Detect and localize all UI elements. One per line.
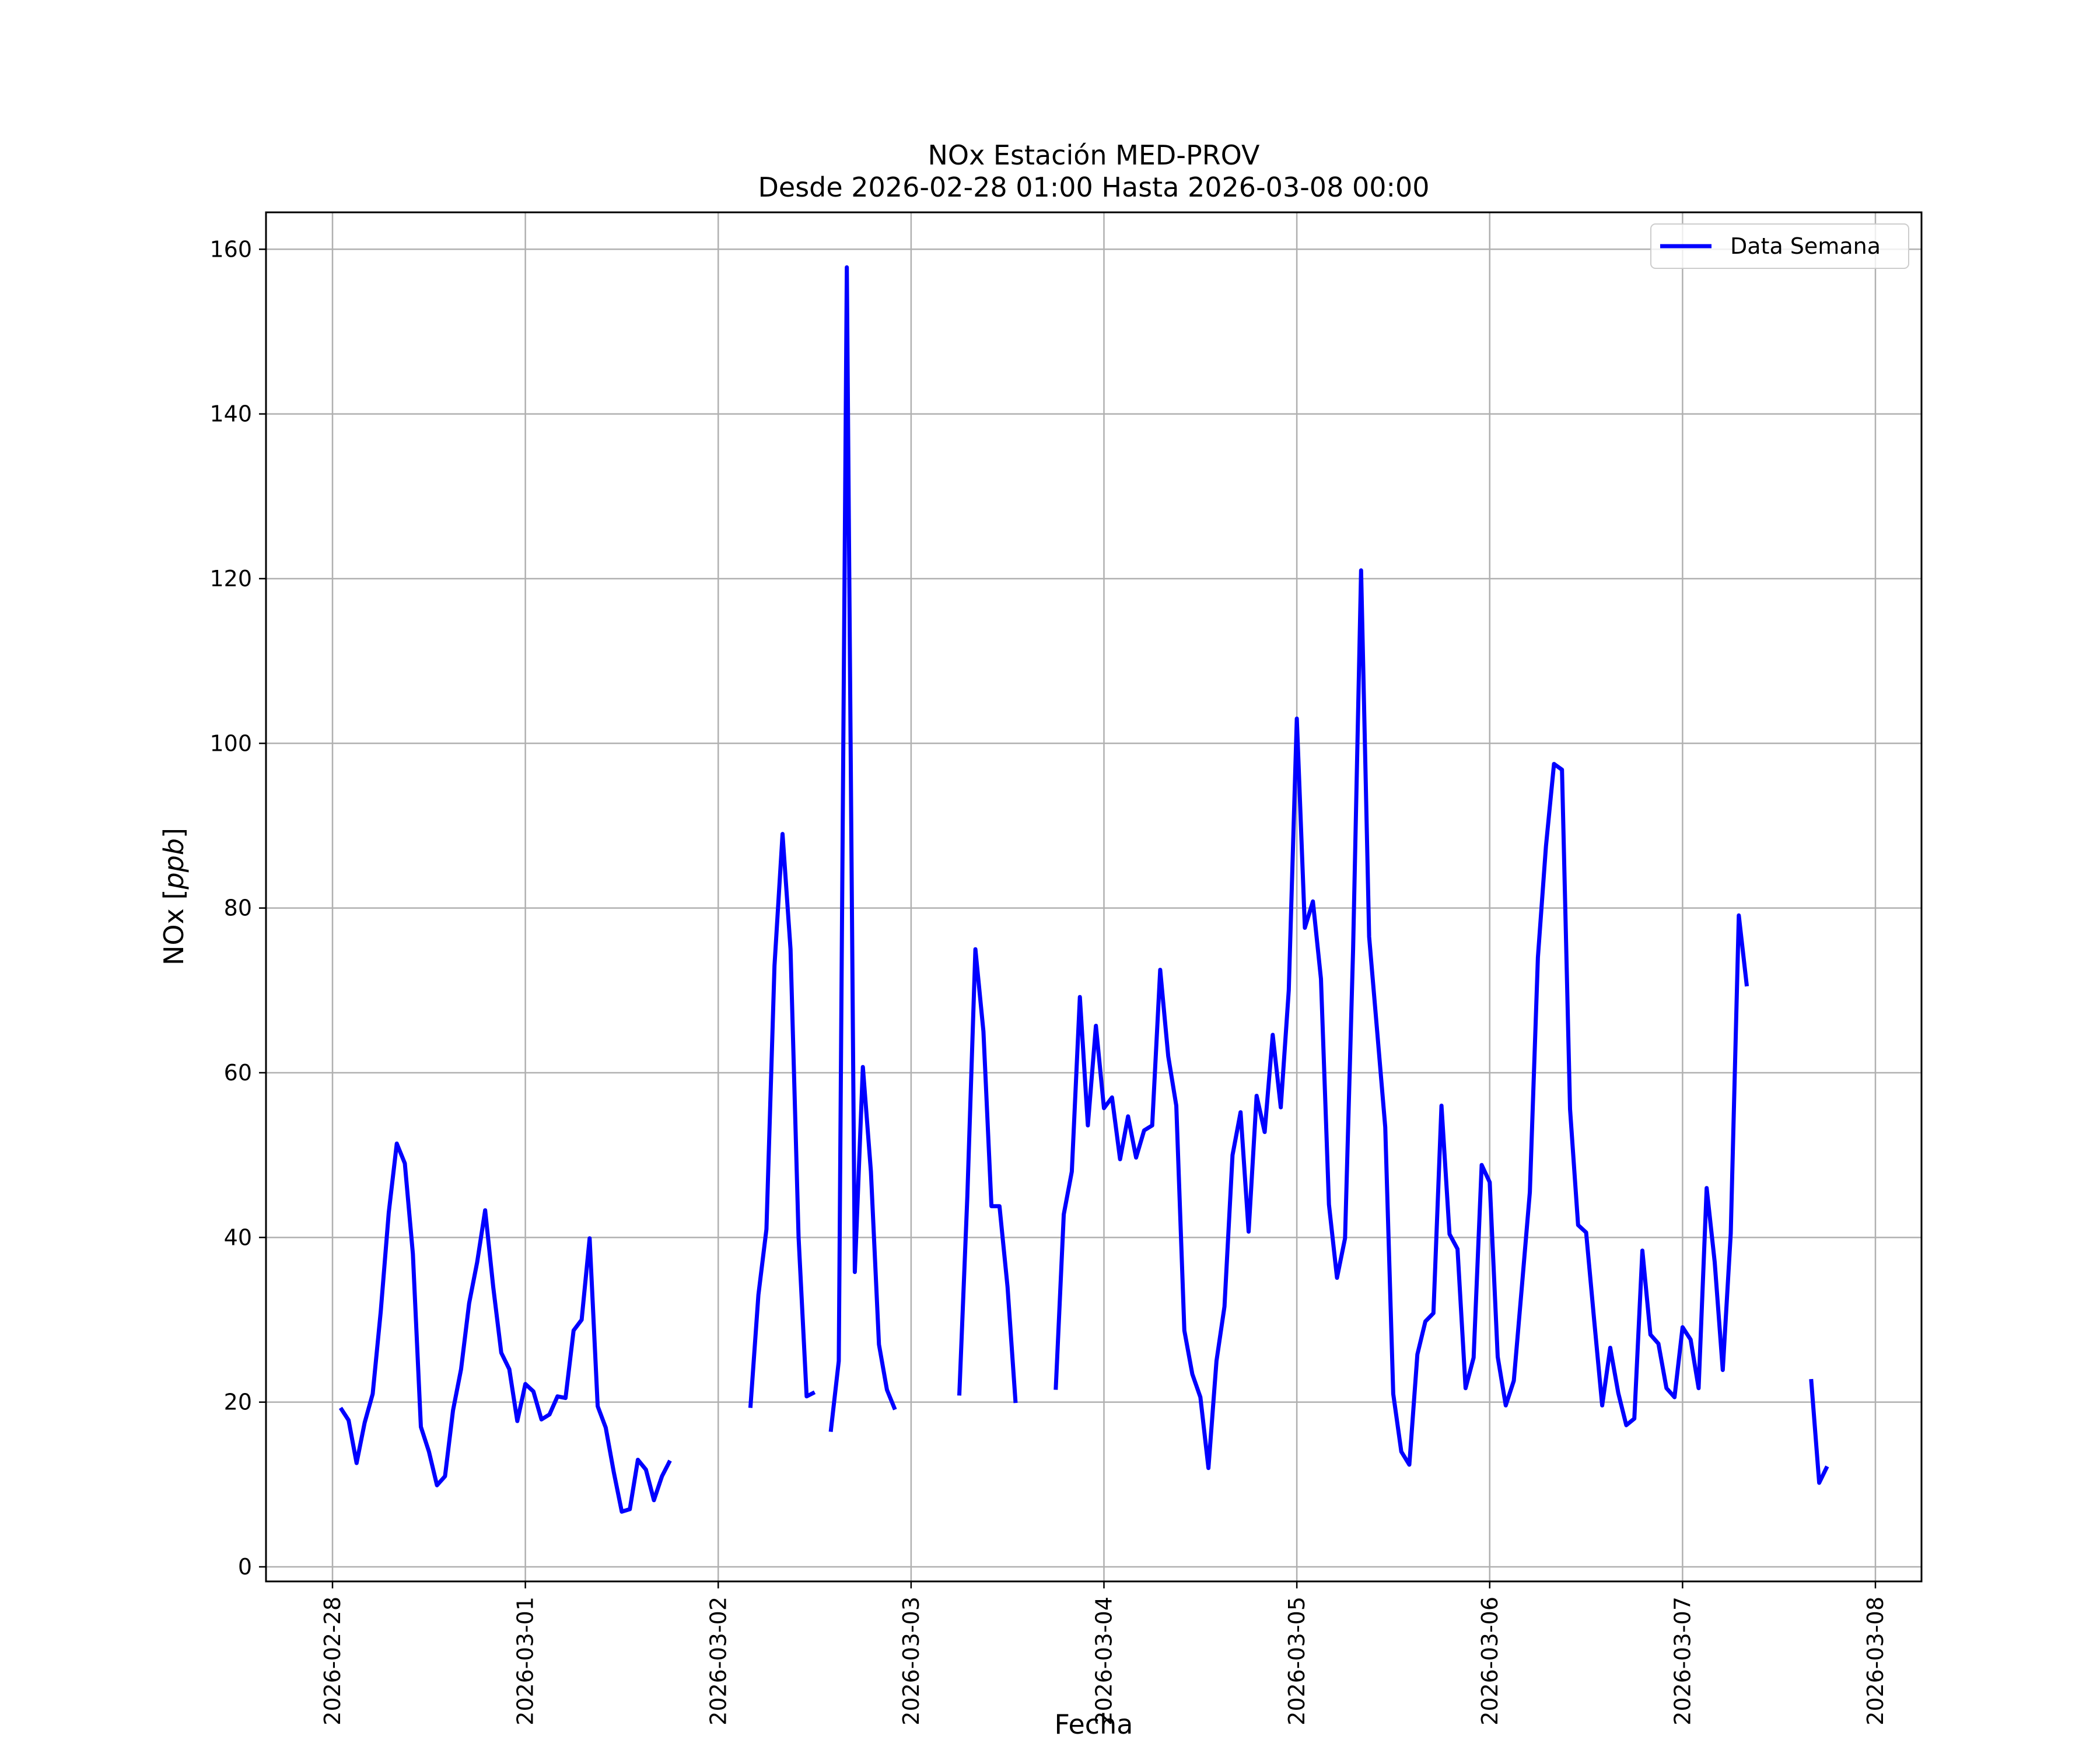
legend-box xyxy=(1650,223,1909,269)
y-axis-label-text: NOx [ xyxy=(158,890,190,965)
x-axis-label: Fecha xyxy=(1055,1709,1133,1740)
series-line-segment xyxy=(748,832,816,1408)
x-tick-label: 2026-02-28 xyxy=(320,1597,345,1726)
plot-frame xyxy=(265,211,1923,1583)
grid-lines xyxy=(266,212,1922,1581)
y-axis-ticks: 0 20 40 60 80 100 120 140 160 xyxy=(209,236,266,1580)
x-tick-label: 2026-03-08 xyxy=(1863,1597,1888,1726)
x-tick-label: 2026-03-03 xyxy=(898,1597,924,1726)
y-tick-label: 40 xyxy=(224,1224,252,1250)
y-axis-label-close: ] xyxy=(158,828,190,838)
series-line-segment xyxy=(828,265,897,1432)
x-tick-label: 2026-03-04 xyxy=(1091,1597,1117,1726)
y-tick-label: 140 xyxy=(209,401,252,427)
y-axis-label-unit: ppb xyxy=(158,838,190,890)
x-tick-label: 2026-03-07 xyxy=(1670,1597,1695,1726)
series-line-segment xyxy=(1054,568,1749,1471)
x-tick-label: 2026-03-05 xyxy=(1284,1597,1310,1726)
y-axis-label: NOx [ppb] xyxy=(158,828,190,965)
x-tick-label: 2026-03-02 xyxy=(705,1597,731,1726)
series-data-semana xyxy=(338,265,1829,1514)
y-tick-label: 0 xyxy=(238,1554,252,1580)
series-line-segment xyxy=(1809,1378,1829,1485)
series-line-segment xyxy=(338,1141,672,1514)
y-tick-label: 60 xyxy=(224,1060,252,1086)
y-tick-label: 20 xyxy=(224,1390,252,1415)
x-tick-label: 2026-03-01 xyxy=(513,1597,538,1726)
x-tick-label: 2026-03-06 xyxy=(1477,1597,1503,1726)
y-tick-label: 100 xyxy=(209,730,252,756)
legend-label: Data Semana xyxy=(1730,233,1881,259)
series-line-segment xyxy=(957,947,1018,1404)
y-tick-label: 80 xyxy=(224,895,252,921)
y-tick-label: 160 xyxy=(209,236,252,262)
y-tick-label: 120 xyxy=(209,566,252,592)
x-axis-ticks: 2026-02-28 2026-03-01 2026-03-02 2026-03-03… xyxy=(320,1581,1888,1726)
legend: Data Semana xyxy=(1650,223,1909,269)
chart-subtitle: Desde 2026-02-28 01:00 Hasta 2026-03-08 … xyxy=(758,172,1429,203)
chart-title: NOx Estación MED-PROV xyxy=(928,139,1260,171)
